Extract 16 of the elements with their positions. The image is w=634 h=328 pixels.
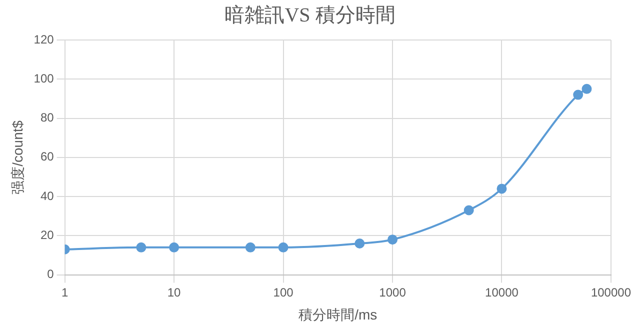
- x-tick-label: 1: [61, 285, 68, 300]
- chart-title: 暗雑訊VS 積分時間: [224, 4, 396, 26]
- y-tick-label: 40: [40, 188, 54, 203]
- x-tick-label: 10: [167, 285, 182, 300]
- y-tick-label: 80: [40, 110, 54, 125]
- x-tick-label: 1000: [379, 285, 406, 300]
- y-tick-label: 60: [40, 150, 54, 164]
- y-tick-label: 0: [47, 267, 54, 282]
- x-tick-label: 10000: [485, 285, 519, 300]
- x-tick-label: 100000: [590, 285, 632, 300]
- x-tick-label: 100: [273, 285, 294, 300]
- y-tick-label: 120: [34, 32, 54, 46]
- x-axis-title: 積分時間/ms: [298, 306, 378, 322]
- y-tick-label: 20: [40, 228, 54, 242]
- y-axis-title: 强度/count$: [9, 120, 26, 194]
- y-tick-label: 100: [34, 71, 54, 86]
